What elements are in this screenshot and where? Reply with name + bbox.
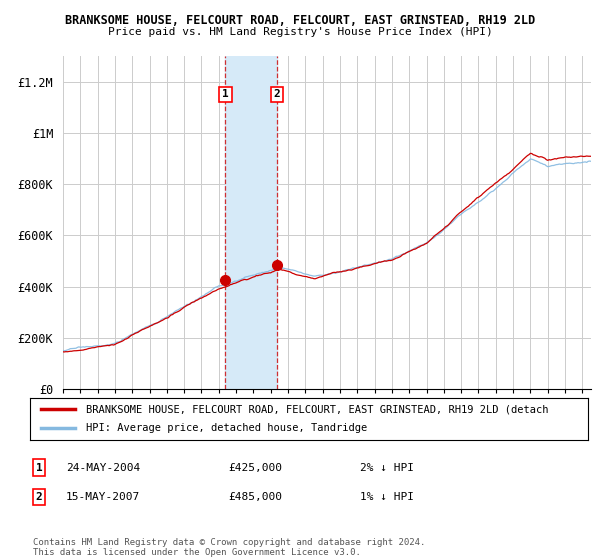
Text: 2: 2 (274, 90, 281, 100)
Text: 15-MAY-2007: 15-MAY-2007 (66, 492, 140, 502)
Text: BRANKSOME HOUSE, FELCOURT ROAD, FELCOURT, EAST GRINSTEAD, RH19 2LD: BRANKSOME HOUSE, FELCOURT ROAD, FELCOURT… (65, 14, 535, 27)
Text: Price paid vs. HM Land Registry's House Price Index (HPI): Price paid vs. HM Land Registry's House … (107, 27, 493, 37)
Text: 1: 1 (222, 90, 229, 100)
Text: £425,000: £425,000 (228, 463, 282, 473)
Text: HPI: Average price, detached house, Tandridge: HPI: Average price, detached house, Tand… (86, 423, 367, 433)
Text: 2: 2 (35, 492, 43, 502)
Text: 1: 1 (35, 463, 43, 473)
Bar (226, 56, 277, 389)
Text: BRANKSOME HOUSE, FELCOURT ROAD, FELCOURT, EAST GRINSTEAD, RH19 2LD (detach: BRANKSOME HOUSE, FELCOURT ROAD, FELCOURT… (86, 404, 548, 414)
Text: Contains HM Land Registry data © Crown copyright and database right 2024.
This d: Contains HM Land Registry data © Crown c… (33, 538, 425, 557)
Text: 24-MAY-2004: 24-MAY-2004 (66, 463, 140, 473)
Text: 1% ↓ HPI: 1% ↓ HPI (360, 492, 414, 502)
Text: £485,000: £485,000 (228, 492, 282, 502)
Text: 2% ↓ HPI: 2% ↓ HPI (360, 463, 414, 473)
